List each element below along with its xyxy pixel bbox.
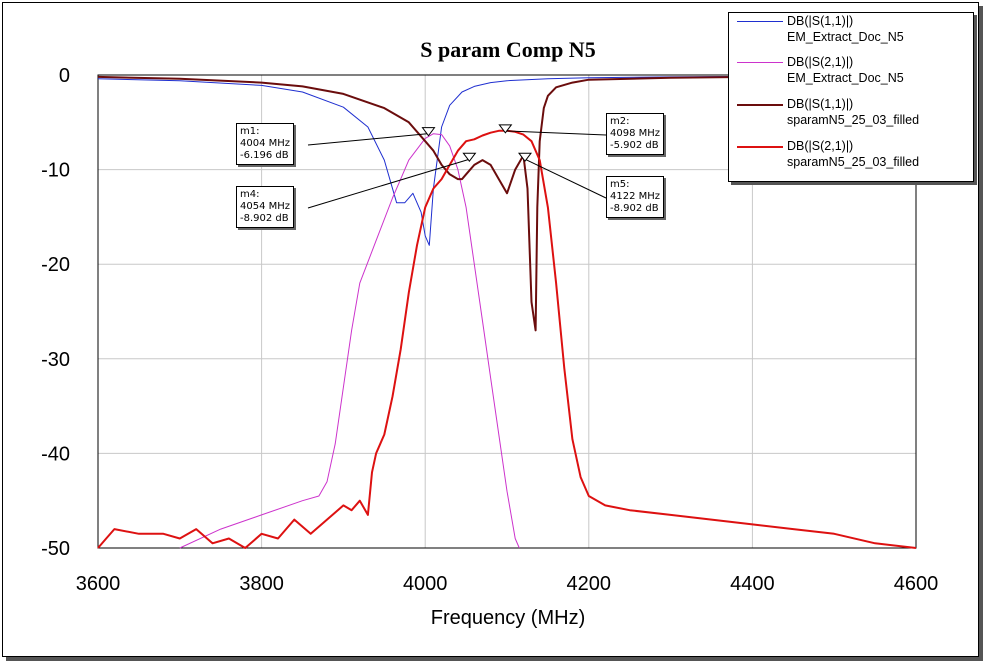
marker-leader-m5 xyxy=(524,158,607,199)
legend-swatch xyxy=(737,21,783,22)
markers xyxy=(307,124,607,209)
x-tick-label: 3600 xyxy=(76,573,121,595)
marker-label-m5: m5: 4122 MHz -8.902 dB xyxy=(606,176,665,218)
x-tick-label: 3800 xyxy=(239,573,284,595)
marker-triangle-m5 xyxy=(517,152,532,163)
series-line-3 xyxy=(97,129,917,549)
marker-label-line: 4054 MHz xyxy=(240,201,291,212)
marker-triangle-m2 xyxy=(498,124,513,134)
y-tick-label: -40 xyxy=(41,443,70,465)
legend-swatch xyxy=(737,62,783,63)
marker-triangle-m1 xyxy=(421,127,436,137)
legend-swatch xyxy=(737,146,783,148)
series-line-0 xyxy=(97,75,835,246)
legend-series-name: DB(|S(1,1)|) xyxy=(787,14,854,28)
legend-series-source: sparamN5_25_03_filled xyxy=(787,155,920,169)
x-tick-label: 4400 xyxy=(730,573,775,595)
legend-item-s21-em: DB(|S(2,1)|) EM_Extract_Doc_N5 xyxy=(729,54,973,94)
legend-item-s21-meas: DB(|S(2,1)|) sparamN5_25_03_filled xyxy=(729,138,973,178)
marker-label-line: m5: xyxy=(610,179,630,190)
legend-series-source: sparamN5_25_03_filled xyxy=(787,113,920,127)
series-line-2 xyxy=(97,74,835,332)
legend-series-name: DB(|S(2,1)|) xyxy=(787,55,854,69)
legend-series-source: EM_Extract_Doc_N5 xyxy=(787,30,904,44)
x-tick-label: 4000 xyxy=(403,573,448,595)
x-tick-label: 4600 xyxy=(894,573,939,595)
legend: DB(|S(1,1)|) EM_Extract_Doc_N5 DB(|S(2,1… xyxy=(728,12,974,182)
y-tick-label: -50 xyxy=(41,538,70,560)
marker-label-line: -5.902 dB xyxy=(610,140,659,151)
marker-leader-m2 xyxy=(505,130,607,136)
marker-label-line: 4122 MHz xyxy=(610,191,661,202)
marker-label-m1: m1: 4004 MHz -6.196 dB xyxy=(236,123,295,165)
marker-label-line: 4098 MHz xyxy=(610,128,661,139)
series-lines xyxy=(97,74,917,549)
y-tick-label: 0 xyxy=(59,65,70,87)
plot-area-border xyxy=(97,74,917,549)
legend-series-source: EM_Extract_Doc_N5 xyxy=(787,71,904,85)
legend-item-s11-meas: DB(|S(1,1)|) sparamN5_25_03_filled xyxy=(729,96,973,136)
marker-label-line: m4: xyxy=(240,189,260,200)
x-tick-label: 4200 xyxy=(567,573,612,595)
legend-swatch xyxy=(737,104,783,106)
marker-label-line: m1: xyxy=(240,126,260,137)
marker-leader-m4 xyxy=(307,158,470,209)
marker-label-line: -8.902 dB xyxy=(240,213,289,224)
marker-label-m2: m2: 4098 MHz -5.902 dB xyxy=(606,113,665,155)
legend-series-name: DB(|S(1,1)|) xyxy=(787,97,854,111)
axis-ticks: 3600 3800 4000 4200 4400 4600 0 -10 -20 -30 -40 -50 xyxy=(41,65,938,595)
y-tick-label: -30 xyxy=(41,349,70,371)
marker-label-line: -6.196 dB xyxy=(240,150,289,161)
y-tick-label: -10 xyxy=(41,160,70,182)
series-line-1 xyxy=(179,133,520,549)
marker-label-line: m2: xyxy=(610,116,630,127)
marker-label-line: 4004 MHz xyxy=(240,138,291,149)
legend-item-s11-em: DB(|S(1,1)|) EM_Extract_Doc_N5 xyxy=(729,13,973,53)
marker-triangle-m4 xyxy=(462,152,477,163)
x-axis-label: Frequency (MHz) xyxy=(431,607,585,629)
marker-leader-m1 xyxy=(307,133,429,146)
marker-label-line: -8.902 dB xyxy=(610,203,659,214)
legend-series-name: DB(|S(2,1)|) xyxy=(787,139,854,153)
chart-title: S param Comp N5 xyxy=(420,37,595,62)
marker-label-m4: m4: 4054 MHz -8.902 dB xyxy=(236,186,295,228)
y-tick-label: -20 xyxy=(41,254,70,276)
